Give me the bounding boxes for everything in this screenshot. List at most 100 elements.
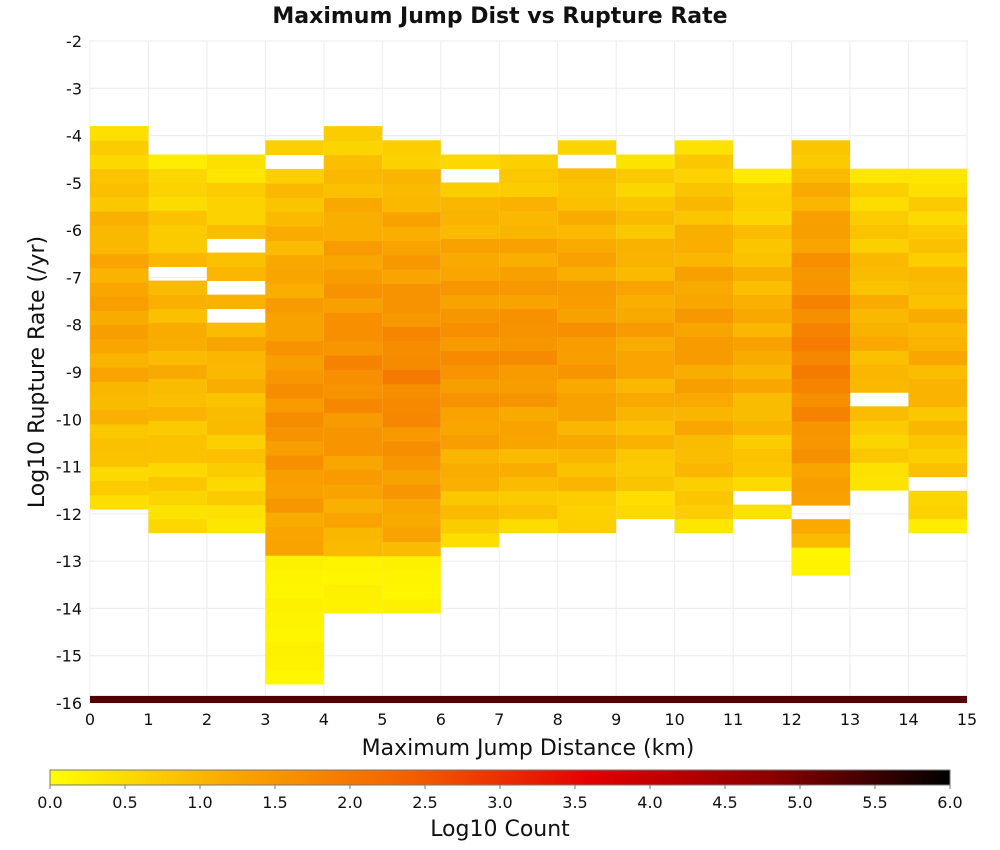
- heatmap-cell: [733, 350, 792, 366]
- heatmap-cell: [557, 182, 617, 197]
- heatmap-cell: [616, 336, 675, 351]
- heatmap-cell: [323, 584, 383, 600]
- heatmap-cell: [908, 518, 967, 534]
- colorbar-tick-label: 1.5: [262, 793, 287, 812]
- heatmap-cell: [850, 182, 909, 198]
- heatmap-cell: [382, 355, 441, 370]
- heatmap-cell: [908, 490, 967, 506]
- x-tick-label: 4: [319, 710, 329, 729]
- heatmap-cell: [323, 212, 383, 227]
- x-axis-ticks: 0 1 2 3 4 5 6 7 8 9 10 11 12 13 14 15: [85, 710, 977, 729]
- heatmap-cell: [440, 420, 500, 436]
- heatmap-cell: [557, 336, 617, 351]
- heatmap-cell: [323, 469, 383, 485]
- heatmap-cell: [382, 197, 441, 213]
- heatmap-cell: [265, 369, 324, 384]
- heatmap-cells: [90, 126, 967, 685]
- heatmap-cell: [382, 398, 441, 413]
- heatmap-cell: [382, 168, 441, 184]
- heatmap-cell: [265, 526, 324, 542]
- heatmap-cell: [148, 406, 207, 422]
- colorbar-tick-label: 5.5: [862, 793, 887, 812]
- heatmap-cell: [908, 336, 967, 352]
- heatmap-cell: [148, 280, 207, 295]
- heatmap-cell: [323, 183, 383, 199]
- heatmap-cell: [557, 280, 617, 295]
- y-tick-label: -15: [56, 647, 82, 666]
- heatmap-cell: [323, 570, 383, 585]
- heatmap-cell: [440, 532, 500, 548]
- heatmap-cell: [323, 283, 383, 299]
- x-tick-label: 10: [664, 710, 684, 729]
- heatmap-cell: [908, 224, 967, 240]
- y-tick-label: -6: [66, 221, 82, 240]
- heatmap-cell: [499, 196, 558, 211]
- heatmap-cell: [674, 322, 734, 337]
- heatmap-cell: [850, 280, 909, 295]
- y-tick-label: -2: [66, 32, 82, 51]
- heatmap-cell: [382, 283, 441, 299]
- heatmap-cell: [616, 364, 675, 379]
- y-axis-title: Log10 Rupture Rate (/yr): [25, 236, 50, 508]
- colorbar-tick-label: 3.0: [487, 793, 512, 812]
- heatmap-cell: [265, 140, 324, 156]
- heatmap-cell: [499, 406, 558, 422]
- heatmap-cell: [206, 336, 266, 352]
- heatmap-cell: [733, 280, 792, 296]
- heatmap-cell: [733, 238, 792, 254]
- heatmap-cell: [616, 448, 675, 463]
- heatmap-cell: [440, 476, 500, 492]
- heatmap-cell: [323, 126, 383, 141]
- heatmap-cell: [499, 350, 558, 366]
- heatmap-cell: [440, 336, 500, 352]
- x-tick-label: 15: [957, 710, 977, 729]
- heatmap-cell: [908, 168, 967, 184]
- colorbar-tick-label: 0.0: [37, 793, 62, 812]
- heatmap-cell: [674, 364, 734, 379]
- heatmap-cell: [440, 322, 500, 338]
- heatmap-cell: [90, 338, 149, 354]
- heatmap-cell: [557, 168, 617, 183]
- heatmap-cell: [499, 266, 558, 281]
- heatmap-cell: [382, 584, 441, 600]
- heatmap-cell: [440, 490, 500, 506]
- heatmap-cell: [382, 154, 441, 170]
- heatmap-cell: [733, 392, 792, 408]
- heatmap-cell: [90, 424, 149, 439]
- heatmap-cell: [265, 483, 324, 499]
- heatmap-cell: [90, 367, 149, 382]
- bottom-band: [90, 695, 967, 703]
- heatmap-cell: [908, 406, 967, 422]
- heatmap-cell: [850, 420, 909, 435]
- heatmap-cell: [323, 398, 383, 414]
- heatmap-cell: [850, 252, 909, 267]
- heatmap-cell: [265, 326, 324, 342]
- heatmap-cell: [148, 490, 207, 506]
- heatmap-cell: [908, 462, 967, 478]
- heatmap-cell: [265, 168, 324, 184]
- heatmap-cell: [791, 252, 851, 267]
- heatmap-cell: [674, 196, 734, 211]
- heatmap-cell: [265, 412, 324, 427]
- heatmap-cell: [499, 336, 558, 352]
- heatmap-cell: [206, 154, 266, 169]
- heatmap-cell: [382, 469, 441, 485]
- heatmap-cell: [382, 369, 441, 385]
- heatmap-cell: [440, 182, 500, 197]
- heatmap-cell: [148, 182, 207, 197]
- heatmap-cell: [323, 498, 383, 514]
- heatmap-cell: [791, 182, 851, 197]
- heatmap-cell: [265, 426, 324, 442]
- heatmap-cell: [90, 267, 149, 283]
- heatmap-cell: [148, 392, 207, 408]
- heatmap-cell: [908, 434, 967, 450]
- heatmap-cell: [148, 224, 207, 239]
- chart-title: Maximum Jump Dist vs Rupture Rate: [272, 4, 727, 29]
- heatmap-cell: [148, 476, 207, 492]
- heatmap-cell: [499, 238, 558, 253]
- heatmap-cell: [791, 561, 851, 576]
- heatmap-cell: [616, 168, 675, 183]
- x-tick-label: 7: [494, 710, 504, 729]
- heatmap-cell: [206, 182, 266, 197]
- heatmap-cell: [323, 484, 383, 499]
